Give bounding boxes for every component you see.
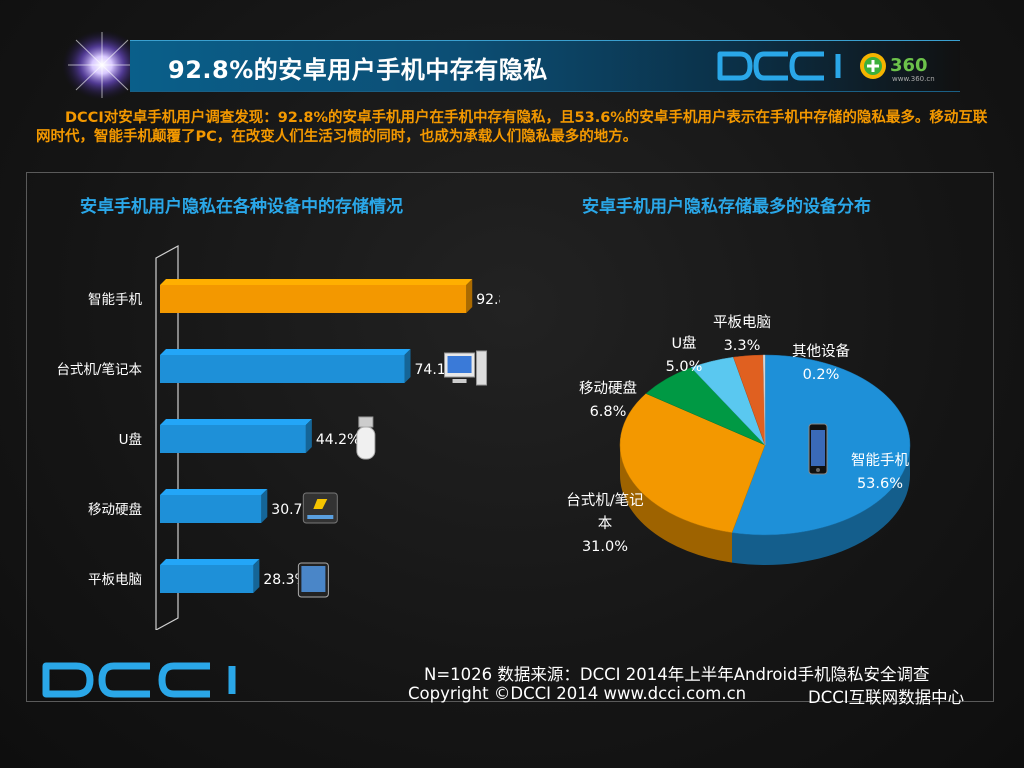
bar-value-label: 44.2% [316, 432, 360, 448]
bar-front-face [160, 355, 405, 383]
bar-chart-axis-frame [155, 244, 179, 630]
bar-front-face [160, 495, 262, 523]
pie-chart-title: 安卓手机用户隐私存储最多的设备分布 [582, 197, 871, 217]
bar-side-face [466, 279, 473, 313]
usb-drive-icon [356, 416, 376, 460]
pie-slice-value: 3.3% [723, 338, 761, 354]
bar-top-face [160, 559, 260, 565]
bar-category-label: 台式机/笔记本 [56, 362, 142, 378]
bar-3 [160, 489, 268, 523]
bar-category-label: 移动硬盘 [88, 501, 142, 518]
bar-category-label: 平板电脑 [88, 572, 142, 588]
intro-text: DCCI对安卓手机用户调查发现：92.8%的安卓手机用户在手机中存有隐私，且53… [36, 110, 988, 145]
bar-chart: 智能手机92.8%台式机/笔记本74.1%U盘44.2%移动硬盘30.7%平板电… [56, 244, 500, 630]
pie-side-wall [620, 445, 733, 563]
pie-slice-name: 移动硬盘 [579, 381, 637, 397]
footer-copyright: Copyright ©DCCI 2014 www.dcci.com.cn [408, 684, 747, 703]
pie-chart [619, 354, 911, 565]
pie-side-wall [732, 445, 910, 565]
pie-slice-name: 平板电脑 [713, 315, 771, 331]
bar-chart-title: 安卓手机用户隐私在各种设备中的存储情况 [80, 197, 403, 217]
chart-panel [26, 172, 994, 702]
footer-center-name: DCCI互联网数据中心 [808, 688, 965, 707]
pie-slice-name: 其他设备 [792, 344, 850, 360]
bar-1 [160, 349, 411, 383]
pie-slice-value: 6.8% [589, 404, 627, 420]
dcci-footer-logo [42, 662, 236, 698]
bar-category-label: U盘 [119, 431, 142, 448]
pie-label: 智能手机 53.6% [840, 450, 920, 496]
pie-slice [619, 393, 766, 533]
footer-source: N=1026 数据来源：DCCI 2014年上半年Android手机隐私安全调查 [424, 665, 930, 684]
pie-label: 其他设备 0.2% [776, 341, 866, 387]
pie-slice-name: 智能手机 [851, 453, 909, 469]
desktop-computer-icon [444, 350, 488, 386]
pie-slice-value: 31.0% [581, 539, 629, 555]
bar-top-face [160, 349, 411, 355]
pie-label: 平板电脑 3.3% [712, 312, 772, 358]
header-bar [130, 40, 960, 92]
bar-category-label: 智能手机 [88, 292, 142, 308]
pie-label: 台式机/笔记本 31.0% [560, 490, 650, 559]
hard-drive-icon [302, 492, 338, 524]
logo-360: 360 www.360.cn [860, 53, 935, 83]
pie-slice-name: 台式机/笔记本 [566, 493, 644, 532]
bar-4 [160, 559, 260, 593]
bar-front-face [160, 285, 467, 313]
pie-label: 移动硬盘 6.8% [566, 378, 650, 424]
pie-slice-value: 5.0% [665, 359, 703, 375]
bar-side-face [404, 349, 411, 383]
starburst-icon [62, 30, 142, 100]
pie-slice-value: 53.6% [856, 476, 904, 492]
bar-value-label: 28.3% [263, 572, 307, 588]
bar-value-label: 92.8% [476, 292, 500, 308]
tablet-icon [297, 562, 329, 598]
bar-2 [160, 419, 312, 453]
bar-top-face [160, 489, 268, 495]
bar-side-face [261, 489, 268, 523]
logo-360-sub: www.360.cn [892, 75, 935, 83]
bar-0 [160, 279, 473, 313]
bar-side-face [253, 559, 260, 593]
bar-top-face [160, 279, 473, 285]
bar-side-face [305, 419, 312, 453]
bar-top-face [160, 419, 312, 425]
pie-slice-value: 0.2% [802, 367, 840, 383]
bar-front-face [160, 565, 254, 593]
dcci-logo [717, 51, 841, 81]
pie-slice-name: U盘 [671, 336, 697, 352]
pie-slice [762, 354, 766, 446]
page-title: 92.8%的安卓用户手机中存有隐私 [168, 56, 548, 84]
phone-icon [808, 423, 828, 475]
logo-360-text: 360 [890, 55, 928, 76]
bar-front-face [160, 425, 306, 453]
pie-label: U盘 5.0% [652, 333, 716, 379]
